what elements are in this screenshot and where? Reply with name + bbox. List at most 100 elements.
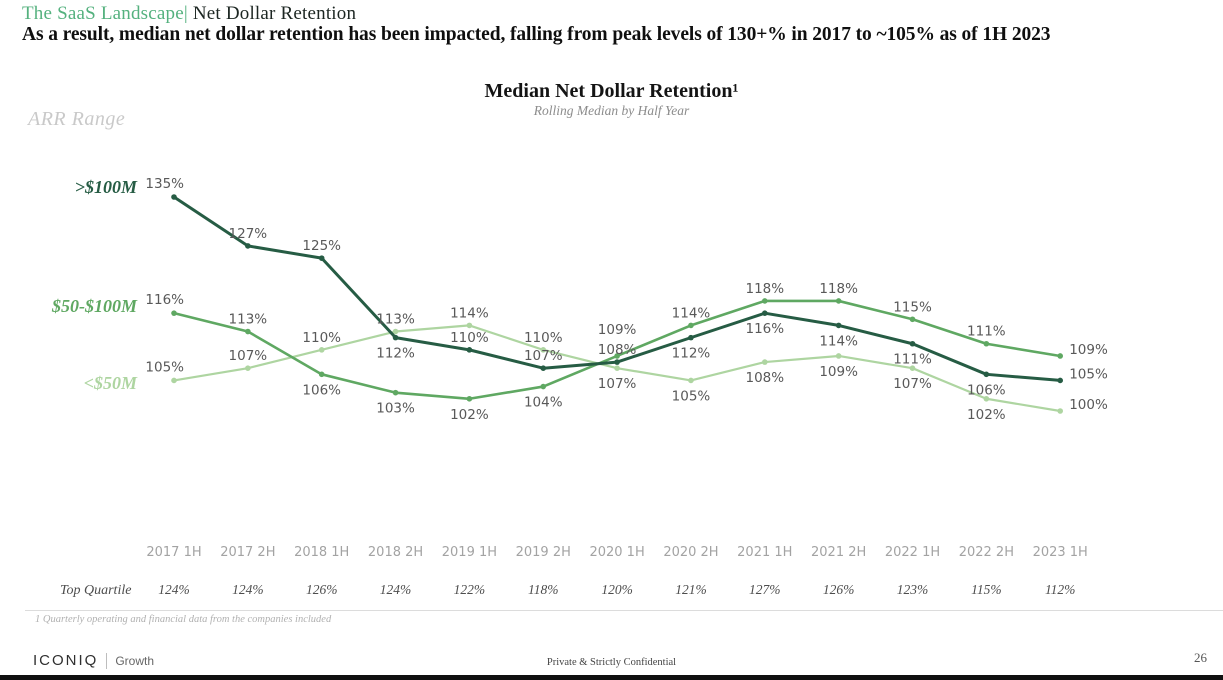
x-axis-label: 2020 1H (589, 545, 644, 560)
data-point-label: 111% (967, 324, 1006, 340)
series-label: <$50M (84, 373, 138, 393)
data-point-label: 113% (229, 312, 268, 328)
data-point-marker (392, 334, 399, 341)
data-point-label: 105% (1069, 366, 1108, 382)
data-point-marker (835, 298, 842, 304)
data-point-label: 107% (598, 376, 637, 392)
data-point-marker (540, 365, 547, 372)
data-point-label: 114% (819, 333, 858, 349)
series-label: >$100M (75, 177, 138, 197)
x-axis-label: 2021 1H (737, 545, 792, 560)
footnote: 1 Quarterly operating and financial data… (35, 614, 332, 625)
top-quartile-value: 126% (823, 582, 855, 597)
data-point-label: 110% (302, 330, 341, 346)
data-point-marker (318, 371, 325, 378)
data-point-marker (1057, 377, 1063, 384)
data-point-label: 105% (672, 388, 711, 404)
x-axis-label: 2023 1H (1033, 545, 1088, 560)
data-point-label: 102% (450, 407, 489, 423)
data-point-marker (1057, 353, 1063, 359)
top-quartile-value: 112% (1045, 582, 1076, 597)
data-point-label: 104% (524, 395, 563, 411)
x-axis-label: 2018 1H (294, 545, 349, 560)
data-point-label: 114% (672, 305, 711, 321)
data-point-label: 125% (302, 238, 341, 254)
data-point-label: 113% (376, 312, 415, 328)
data-point-label: 102% (967, 407, 1006, 423)
data-point-label: 127% (229, 226, 268, 242)
slide-headline: As a result, median net dollar retention… (22, 24, 1051, 45)
data-point-label: 108% (598, 342, 637, 358)
data-point-label: 107% (524, 348, 563, 364)
top-quartile-value: 118% (528, 582, 559, 597)
top-quartile-value: 124% (380, 582, 412, 597)
iconiq-wordmark: ICONIQ (33, 652, 99, 669)
data-point-marker (171, 310, 177, 316)
data-point-label: 110% (450, 330, 489, 346)
data-point-marker (1057, 408, 1063, 414)
data-point-label: 135% (145, 176, 184, 192)
bottom-accent-bar (0, 675, 1223, 680)
data-point-marker (983, 395, 990, 402)
data-point-marker (466, 322, 473, 329)
top-quartile-value: 127% (749, 582, 781, 597)
data-point-label: 116% (145, 292, 184, 308)
data-point-label: 112% (376, 346, 415, 362)
data-point-label: 111% (893, 352, 932, 368)
x-axis-label: 2022 1H (885, 545, 940, 560)
top-quartile-value: 121% (675, 582, 707, 597)
data-point-marker (614, 353, 620, 359)
data-point-marker (540, 383, 547, 390)
data-point-label: 116% (745, 321, 784, 337)
chart-subtitle: Rolling Median by Half Year (533, 103, 690, 118)
data-point-marker (392, 328, 399, 335)
data-point-label: 107% (893, 376, 932, 392)
data-point-marker (835, 353, 842, 359)
top-quartile-value: 123% (897, 582, 929, 597)
data-point-label: 100% (1069, 397, 1108, 413)
data-point-marker (245, 243, 251, 249)
data-point-marker (688, 377, 694, 384)
chart-title: Median Net Dollar Retention¹ (484, 80, 739, 102)
data-point-label: 110% (524, 330, 563, 346)
data-point-label: 108% (745, 370, 784, 386)
page-number: 26 (1194, 650, 1207, 665)
data-point-label: 109% (819, 364, 858, 380)
data-point-marker (614, 365, 620, 372)
data-point-marker (245, 365, 251, 372)
iconiq-logo: ICONIQ Growth (33, 652, 154, 669)
data-point-label: 106% (967, 382, 1006, 398)
data-point-marker (171, 194, 177, 200)
data-point-marker (392, 389, 399, 396)
data-point-marker (245, 328, 251, 335)
data-point-label: 115% (893, 299, 932, 315)
data-point-label: 114% (450, 305, 489, 321)
x-axis-label: 2018 2H (368, 545, 423, 560)
data-point-marker (688, 322, 694, 329)
data-point-label: 109% (598, 322, 637, 338)
data-point-marker (909, 365, 916, 372)
x-axis-label: 2020 2H (663, 545, 718, 560)
slide-eyebrow-topic: Net Dollar Retention (187, 3, 357, 24)
x-axis-label: 2017 1H (146, 545, 201, 560)
data-point-marker (688, 334, 694, 341)
top-quartile-value: 122% (454, 582, 486, 597)
x-axis-label: 2022 2H (959, 545, 1014, 560)
data-point-marker (909, 340, 916, 347)
data-point-marker (762, 359, 768, 365)
data-point-marker (466, 347, 473, 353)
top-quartile-row-label: Top Quartile (60, 583, 131, 598)
data-point-label: 109% (1069, 342, 1108, 358)
data-point-marker (318, 347, 325, 353)
data-point-label: 112% (672, 346, 711, 362)
data-point-label: 105% (145, 359, 184, 375)
logo-divider (106, 652, 108, 669)
data-point-marker (983, 340, 990, 347)
data-point-marker (762, 298, 768, 304)
data-point-marker (540, 347, 547, 353)
x-axis-label: 2019 1H (442, 545, 497, 560)
data-point-label: 118% (819, 281, 858, 297)
iconiq-growth-label: Growth (115, 653, 155, 668)
top-quartile-value: 124% (158, 582, 190, 597)
